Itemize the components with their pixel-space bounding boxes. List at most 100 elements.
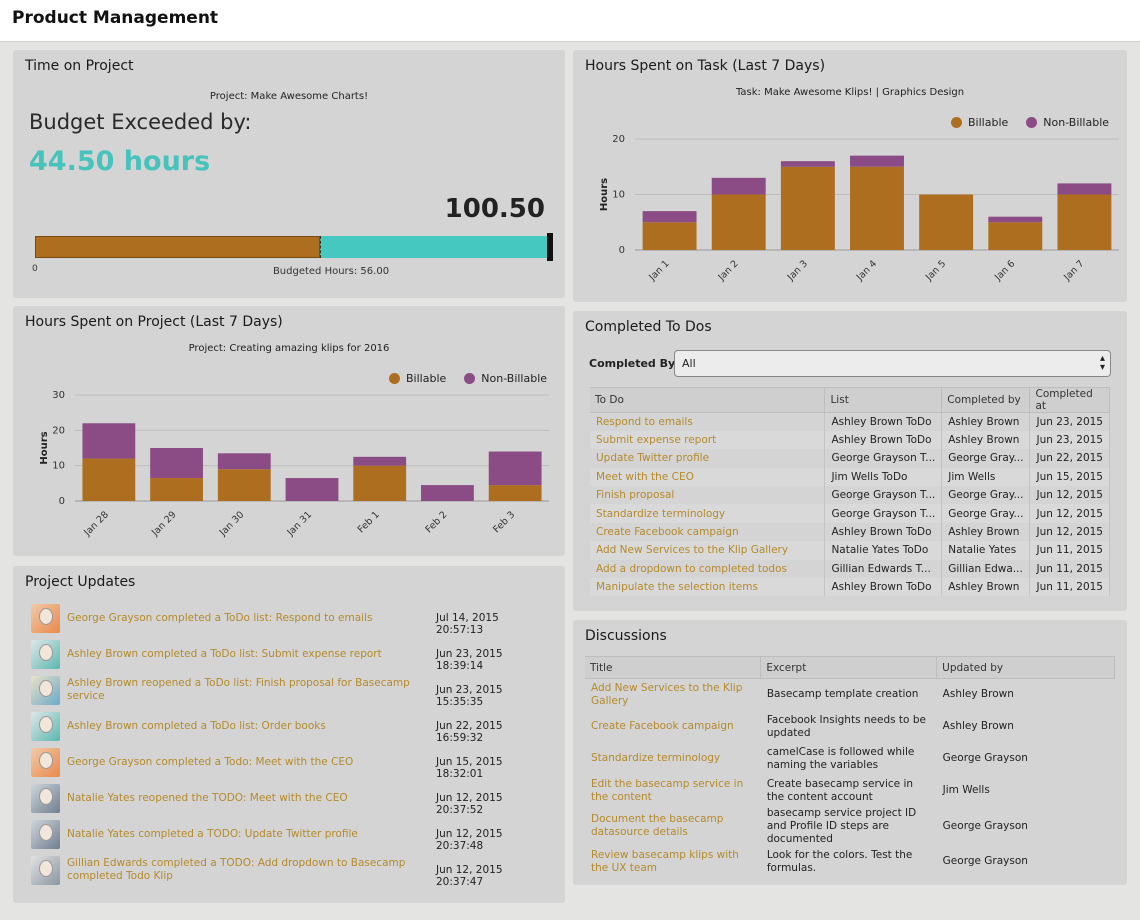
completed-at-cell: Jun 12, 2015 [1029, 486, 1110, 505]
discussion-title-link[interactable]: Standardize terminology [591, 752, 721, 764]
todo-link[interactable]: Manipulate the selection items [590, 578, 826, 597]
update-text-link[interactable]: Ashley Brown completed a ToDo list: Orde… [67, 720, 326, 732]
billable-bar[interactable] [919, 194, 974, 251]
non-billable-bar[interactable] [780, 161, 835, 167]
todo-link[interactable]: Meet with the CEO [590, 467, 826, 487]
completed-by-select[interactable]: All ▴ ▾ [674, 350, 1111, 377]
completed-by-cell: Gillian Edwa... [941, 559, 1031, 579]
table-row[interactable]: Meet with the CEO Jim Wells ToDo Jim Wells… [590, 467, 1110, 487]
list-cell: Ashley Brown ToDo [824, 578, 943, 597]
todo-link[interactable]: Submit expense report [590, 430, 826, 450]
non-billable-bar[interactable] [150, 448, 203, 479]
y-tick-label: 20 [612, 134, 625, 145]
table-row[interactable]: Manipulate the selection items Ashley Bro… [590, 578, 1110, 597]
list-cell: Gillian Edwards T... [824, 559, 943, 579]
table-row[interactable]: Submit expense report Ashley Brown ToDo As… [590, 430, 1110, 450]
non-billable-bar[interactable] [711, 177, 766, 195]
chart-subtitle: Task: Make Awesome Klips! | Graphics Des… [735, 87, 965, 98]
x-tick-label: Jan 3 [785, 258, 810, 283]
update-text-link[interactable]: Natalie Yates completed a TODO: Update T… [67, 828, 358, 840]
table-row[interactable]: Document the basecamp datasource details… [585, 807, 1115, 846]
non-billable-bar[interactable] [421, 485, 474, 501]
non-billable-bar[interactable] [82, 423, 136, 459]
table-header-row: Title Excerpt Updated by [585, 656, 1115, 679]
billable-bar[interactable] [82, 458, 136, 501]
column-header[interactable]: Completed at [1029, 387, 1110, 413]
table-row[interactable]: Standardize terminology George Grayson T.… [590, 504, 1110, 523]
update-text-link[interactable]: Ashley Brown completed a ToDo list: Subm… [67, 648, 382, 660]
table-row[interactable]: Create Facebook campaign Facebook Insight… [585, 711, 1115, 743]
billable-bar[interactable] [711, 194, 766, 251]
table-row[interactable]: Add a dropdown to completed todos Gillian… [590, 559, 1110, 579]
budget-exceeded-value: 44.50 hours [29, 146, 211, 177]
column-header[interactable]: Excerpt [760, 656, 938, 679]
table-row[interactable]: Review basecamp klips with the UX team Lo… [585, 846, 1115, 878]
update-text-link[interactable]: George Grayson completed a Todo: Meet wi… [67, 756, 354, 768]
discussion-title-link[interactable]: Edit the basecamp service in the content [591, 777, 744, 803]
column-header[interactable]: Updated by [936, 656, 1115, 679]
budgeted-segment [35, 236, 321, 258]
table-row[interactable]: Add New Services to the Klip Gallery Base… [585, 679, 1115, 711]
discussion-title-link[interactable]: Review basecamp klips with the UX team [591, 848, 739, 874]
todo-link[interactable]: Add a dropdown to completed todos [590, 559, 826, 579]
non-billable-bar[interactable] [642, 211, 697, 223]
update-text-link[interactable]: George Grayson completed a ToDo list: Re… [67, 612, 373, 624]
x-tick-label: Jan 1 [646, 258, 671, 283]
y-tick-label: 0 [59, 496, 65, 507]
legend-non-billable-label: Non-Billable [481, 372, 548, 385]
completed-todos-table: To Do List Completed by Completed at Res… [590, 387, 1110, 597]
excerpt-cell: basecamp service project ID and Profile … [766, 806, 917, 845]
non-billable-bar[interactable] [488, 451, 542, 486]
project-hours-chart: 0 10 20 30 Hours Jan 28 Jan 29 Jan 30 Jan 31 Feb … [39, 390, 549, 539]
non-billable-bar[interactable] [988, 216, 1043, 223]
billable-bar[interactable] [353, 465, 407, 501]
table-row[interactable]: Finish proposal George Grayson T... George… [590, 486, 1110, 505]
table-row[interactable]: Update Twitter profile George Grayson T..… [590, 449, 1110, 468]
billable-bar[interactable] [780, 166, 835, 250]
update-timestamp: Jun 15, 2015 18:32:01 [436, 756, 503, 780]
non-billable-bar[interactable] [353, 456, 407, 466]
column-header[interactable]: Completed by [941, 387, 1031, 413]
billable-bar[interactable] [988, 222, 1043, 250]
column-header[interactable]: List [824, 387, 943, 413]
column-header[interactable]: Title [585, 656, 762, 679]
budgeted-hours-label: Budgeted Hours: 56.00 [272, 266, 390, 277]
table-row[interactable]: Standardize terminology camelCase is foll… [585, 743, 1115, 775]
table-row[interactable]: Respond to emails Ashley Brown ToDo Ashley… [590, 412, 1110, 431]
billable-bar[interactable] [150, 478, 203, 501]
x-tick-label: Jan 5 [923, 258, 948, 283]
table-row[interactable]: Edit the basecamp service in the content… [585, 775, 1115, 807]
table-row[interactable]: Create Facebook campaign Ashley Brown ToD… [590, 522, 1110, 542]
update-text-link[interactable]: Gillian Edwards completed a TODO: Add dr… [67, 857, 406, 882]
billable-bar[interactable] [642, 222, 697, 250]
excerpt-cell: Create basecamp service in the content a… [766, 777, 914, 803]
todo-link[interactable]: Respond to emails [590, 412, 826, 431]
table-row[interactable]: Add New Services to the Klip Gallery Nata… [590, 541, 1110, 560]
update-text-link[interactable]: Natalie Yates reopened the TODO: Meet wi… [67, 792, 348, 804]
completed-at-cell: Jun 11, 2015 [1029, 559, 1110, 579]
billable-bar[interactable] [488, 485, 542, 501]
column-header[interactable]: To Do [590, 387, 826, 413]
x-tick-label: Feb 2 [423, 509, 449, 535]
budget-progress-bar [35, 233, 553, 261]
non-billable-bar[interactable] [850, 155, 904, 167]
todo-link[interactable]: Finish proposal [590, 486, 826, 505]
update-text-link[interactable]: Ashley Brown reopened a ToDo list: Finis… [67, 677, 410, 702]
discussion-title-link[interactable]: Add New Services to the Klip Gallery [591, 681, 743, 707]
discussion-title-link[interactable]: Document the basecamp datasource details [591, 813, 724, 838]
non-billable-bar[interactable] [1057, 183, 1112, 195]
avatar [31, 856, 60, 885]
todo-link[interactable]: Update Twitter profile [590, 449, 826, 468]
panel-title: Discussions [585, 628, 667, 644]
todo-link[interactable]: Standardize terminology [590, 504, 826, 523]
non-billable-bar[interactable] [285, 478, 339, 501]
list-cell: Ashley Brown ToDo [824, 522, 943, 542]
todo-link[interactable]: Add New Services to the Klip Gallery [590, 541, 826, 560]
todo-link[interactable]: Create Facebook campaign [590, 522, 826, 542]
updated-by-cell: Ashley Brown [942, 720, 1014, 732]
billable-bar[interactable] [1057, 194, 1112, 251]
billable-bar[interactable] [217, 469, 271, 501]
discussion-title-link[interactable]: Create Facebook campaign [591, 720, 734, 732]
billable-bar[interactable] [850, 166, 904, 250]
non-billable-bar[interactable] [217, 453, 271, 470]
